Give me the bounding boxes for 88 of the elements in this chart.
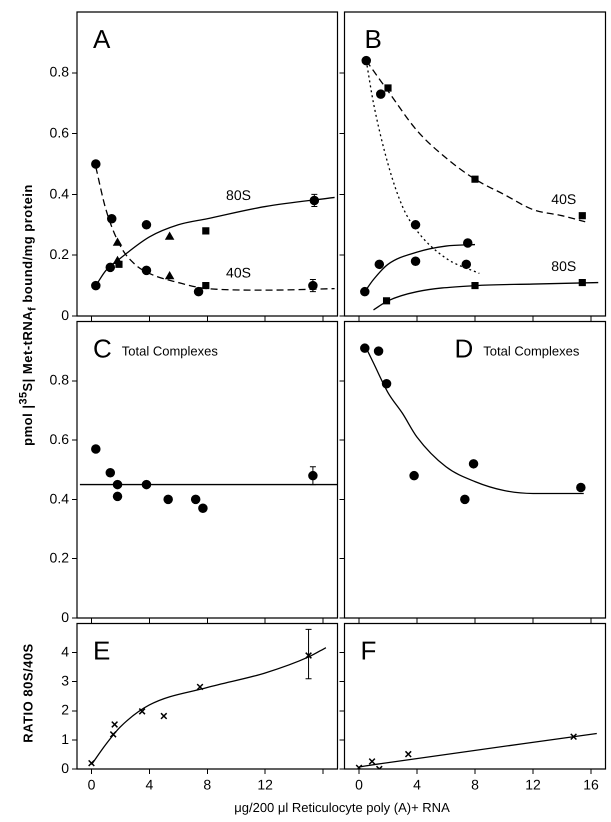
series-label: 40S [551, 190, 576, 207]
point [374, 346, 384, 356]
y-tick-label: 0.8 [50, 372, 70, 388]
y-tick-label: 2 [61, 702, 70, 718]
point [138, 708, 146, 715]
y-tick-label: 0.2 [50, 246, 70, 262]
series-label: 40S [226, 264, 251, 280]
point [384, 84, 392, 92]
point [106, 262, 116, 272]
point [190, 494, 200, 504]
y-tick-label: 0 [61, 760, 70, 776]
y-axis-title: RATIO 80S/40S [20, 643, 36, 743]
point [578, 278, 586, 286]
point [576, 482, 586, 492]
point [376, 89, 386, 99]
series-label: 80S [551, 258, 576, 274]
text: F [360, 636, 376, 666]
point [462, 260, 472, 270]
point [404, 750, 412, 758]
point [570, 733, 578, 740]
x-tick-label: 12 [257, 776, 274, 792]
point [374, 260, 384, 270]
point [112, 492, 122, 502]
y-tick-label: 0.2 [50, 550, 70, 566]
y-tick-label: 4 [61, 643, 70, 660]
y-tick-label: 0 [61, 608, 70, 625]
point [202, 282, 210, 290]
point [578, 212, 586, 220]
series-label: 80S [226, 187, 251, 204]
point [91, 280, 101, 290]
x-tick-label: 0 [355, 776, 364, 792]
y-tick-label: 0 [61, 306, 70, 323]
text: E [93, 636, 110, 666]
text: C [93, 334, 112, 364]
x-tick-label: 8 [203, 776, 212, 792]
x-tick-label: 12 [525, 776, 541, 792]
text: D [454, 334, 474, 364]
point [194, 286, 204, 296]
point [304, 652, 312, 660]
point [360, 286, 370, 296]
y-tick-label: 0.6 [50, 430, 70, 447]
point [142, 220, 152, 230]
point [142, 266, 152, 276]
x-tick-label: 4 [145, 776, 154, 792]
point [106, 468, 116, 478]
point [368, 758, 376, 766]
y-tick-label: 0.4 [50, 185, 70, 202]
y-tick-label: 1 [61, 730, 70, 747]
x-tick-label: 8 [471, 776, 480, 792]
point [362, 56, 371, 66]
y-tick-label: 0.4 [50, 490, 70, 506]
point [91, 159, 101, 169]
point [460, 494, 470, 504]
x-tick-label: 16 [583, 776, 599, 792]
point [91, 444, 101, 454]
y-tick-label: 0.6 [50, 124, 70, 140]
text: Total Complexes [483, 344, 580, 358]
y-tick-label: 0.8 [50, 64, 70, 80]
point [165, 232, 174, 240]
text: A [93, 24, 111, 54]
point [468, 459, 478, 469]
point [142, 480, 152, 490]
point [409, 470, 419, 480]
point [382, 379, 392, 389]
point [110, 730, 117, 738]
point [382, 297, 390, 304]
point [360, 343, 370, 353]
point [471, 176, 479, 183]
point [113, 238, 122, 246]
point [106, 214, 116, 224]
point [198, 504, 208, 514]
point [160, 712, 168, 720]
point [410, 256, 420, 266]
text: B [364, 24, 382, 54]
point [463, 238, 472, 248]
x-axis-title: μg/200 μl Reticulocyte poly (A)+ RNA [234, 800, 450, 815]
point [111, 720, 118, 728]
x-tick-label: 0 [88, 776, 96, 792]
point [112, 480, 122, 490]
point [410, 220, 420, 230]
y-tick-label: 3 [61, 672, 70, 689]
point [196, 683, 204, 691]
text: Total Complexes [122, 344, 218, 358]
point [471, 282, 479, 290]
x-tick-label: 4 [413, 776, 422, 792]
point [163, 494, 173, 504]
point [202, 227, 210, 234]
point [165, 272, 174, 280]
